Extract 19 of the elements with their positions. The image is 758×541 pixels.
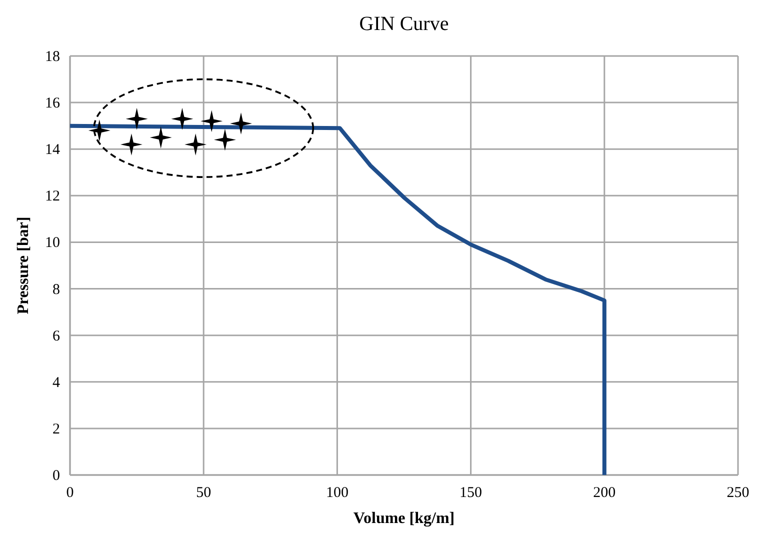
y-tick-label: 10: [45, 235, 60, 252]
y-tick-label: 4: [52, 374, 60, 391]
x-tick-label: 100: [326, 485, 348, 501]
x-tick-label: 0: [66, 485, 74, 501]
y-axis-title: Pressure [bar]: [15, 216, 32, 314]
x-tick-label: 150: [460, 485, 482, 501]
chart-title: GIN Curve: [359, 13, 449, 35]
y-tick-label: 8: [52, 282, 60, 298]
y-tick-label: 14: [45, 142, 60, 158]
y-tick-label: 16: [45, 96, 60, 112]
x-tick-label: 50: [196, 485, 212, 501]
x-tick-label: 200: [593, 485, 616, 501]
y-tick-label: 18: [45, 49, 60, 65]
y-tick-label: 0: [52, 468, 60, 484]
x-tick-label: 250: [726, 485, 750, 501]
x-axis-title: Volume [kg/m]: [353, 510, 455, 527]
y-tick-label: 12: [45, 188, 60, 205]
y-tick-label: 6: [52, 328, 60, 344]
y-tick-label: 2: [52, 421, 60, 438]
